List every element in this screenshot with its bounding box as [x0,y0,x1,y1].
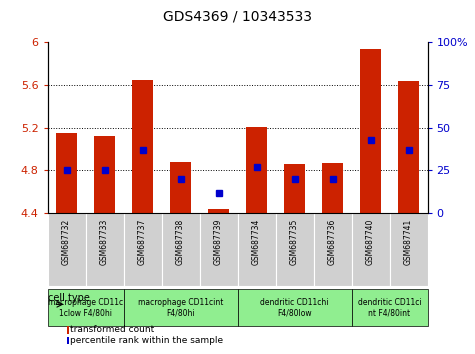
Bar [170,162,191,213]
Bar [66,337,69,344]
FancyBboxPatch shape [124,289,238,326]
Bar [132,80,153,213]
FancyBboxPatch shape [238,289,352,326]
FancyBboxPatch shape [352,213,390,286]
Text: GDS4369 / 10343533: GDS4369 / 10343533 [163,9,312,23]
FancyBboxPatch shape [48,213,86,286]
Text: GSM687735: GSM687735 [290,219,299,265]
Text: cell type: cell type [48,293,90,303]
FancyBboxPatch shape [86,213,124,286]
Bar [246,127,267,213]
Bar [66,326,69,333]
FancyBboxPatch shape [48,289,124,326]
Text: macrophage CD11cint
F4/80hi: macrophage CD11cint F4/80hi [138,298,223,317]
Bar [56,133,77,213]
FancyBboxPatch shape [238,213,276,286]
Text: transformed count: transformed count [70,325,154,335]
Text: GSM687732: GSM687732 [62,219,71,265]
Text: GSM687739: GSM687739 [214,219,223,265]
Text: percentile rank within the sample: percentile rank within the sample [70,336,223,346]
FancyBboxPatch shape [276,213,314,286]
Bar [360,49,381,213]
Text: dendritic CD11chi
F4/80low: dendritic CD11chi F4/80low [260,298,329,317]
Bar [208,209,229,213]
Bar [94,136,115,213]
FancyBboxPatch shape [390,213,428,286]
Text: GSM687737: GSM687737 [138,219,147,265]
FancyBboxPatch shape [314,213,352,286]
FancyBboxPatch shape [200,213,238,286]
Text: GSM687738: GSM687738 [176,219,185,265]
Text: GSM687734: GSM687734 [252,219,261,265]
FancyBboxPatch shape [124,213,162,286]
Bar [284,164,305,213]
FancyBboxPatch shape [162,213,199,286]
Bar [322,163,343,213]
Text: GSM687736: GSM687736 [328,219,337,265]
Text: dendritic CD11ci
nt F4/80int: dendritic CD11ci nt F4/80int [358,298,421,317]
Text: GSM687733: GSM687733 [100,219,109,265]
Text: GSM687741: GSM687741 [404,219,413,265]
Bar [398,81,419,213]
Text: GSM687740: GSM687740 [366,219,375,265]
Text: macrophage CD11c
1clow F4/80hi: macrophage CD11c 1clow F4/80hi [48,298,123,317]
FancyBboxPatch shape [352,289,428,326]
